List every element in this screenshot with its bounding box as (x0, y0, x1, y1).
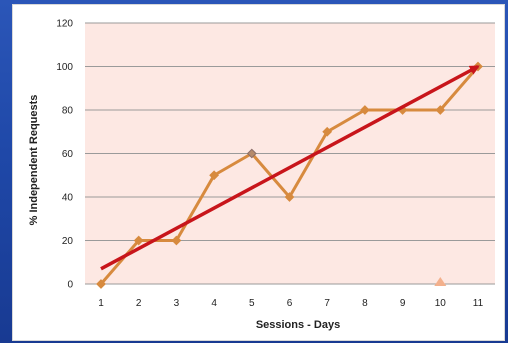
x-tick-label: 10 (435, 298, 447, 309)
y-axis-ticks: 0 20 40 60 80 100 120 (56, 19, 73, 291)
chart-card: 0 20 40 60 80 100 120 1 2 3 4 5 6 7 8 9 10 11 % Independ… (12, 4, 505, 341)
y-tick-label: 100 (56, 62, 73, 73)
annotation-marker (434, 277, 447, 286)
x-tick-label: 2 (136, 298, 142, 309)
x-tick-label: 11 (473, 298, 484, 309)
x-axis-label: Sessions - Days (256, 319, 340, 331)
y-tick-label: 0 (67, 280, 73, 291)
x-tick-label: 4 (211, 298, 217, 309)
y-tick-label: 40 (62, 193, 74, 204)
x-tick-label: 8 (362, 298, 368, 309)
series-point (435, 105, 446, 115)
x-tick-label: 3 (174, 298, 180, 309)
x-tick-label: 5 (249, 298, 255, 309)
y-axis-label: % Independent Requests (28, 95, 40, 226)
series-point (96, 279, 106, 289)
series-point (171, 235, 182, 246)
x-tick-label: 9 (400, 298, 406, 309)
line-chart: 0 20 40 60 80 100 120 1 2 3 4 5 6 7 8 9 10 11 % Independ… (28, 19, 495, 331)
series-point (133, 235, 144, 246)
series-point (284, 192, 295, 202)
series-point (209, 170, 220, 181)
series-point (246, 148, 257, 159)
y-tick-label: 80 (62, 106, 74, 117)
y-tick-label: 20 (62, 236, 74, 247)
x-tick-label: 6 (287, 298, 293, 309)
y-tick-label: 60 (62, 149, 74, 160)
trend-arrow (100, 64, 480, 271)
x-tick-label: 7 (324, 298, 330, 309)
series-point (359, 105, 370, 115)
x-tick-label: 1 (98, 298, 104, 309)
series-point (322, 126, 333, 137)
y-tick-label: 120 (56, 19, 73, 30)
x-axis-ticks: 1 2 3 4 5 6 7 8 9 10 11 (98, 298, 483, 309)
